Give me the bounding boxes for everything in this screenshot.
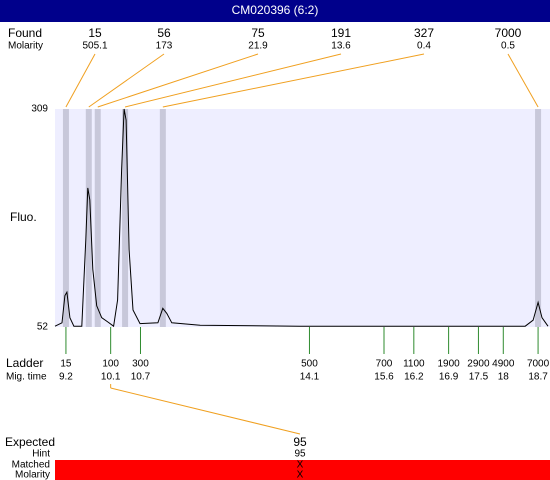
ladder-size: 1900 — [437, 359, 460, 370]
ladder-time: 18.7 — [528, 372, 548, 383]
y-axis-label: Fluo. — [10, 210, 37, 224]
matched-bar — [55, 460, 550, 480]
ladder-size: 7000 — [527, 359, 550, 370]
ladder-size: 2900 — [467, 359, 490, 370]
peak-band — [85, 109, 92, 327]
ladder-time: 16.9 — [439, 372, 459, 383]
peak-band — [122, 109, 129, 327]
peak-size: 191 — [331, 26, 351, 40]
peak-connector — [88, 53, 165, 108]
peak-connector — [162, 53, 425, 108]
ladder-size: 500 — [301, 359, 318, 370]
y-tick-label: 52 — [37, 322, 49, 333]
peak-connector — [124, 53, 342, 108]
peak-band — [94, 109, 101, 327]
ladder-time: 14.1 — [300, 372, 320, 383]
ladder-time: 16.2 — [404, 372, 424, 383]
matched-value: X — [297, 460, 304, 471]
peak-band — [535, 109, 542, 327]
ladder-label: Ladder — [6, 356, 43, 370]
expected-label: Expected — [5, 435, 55, 449]
ladder-time: 9.2 — [59, 372, 73, 383]
ladder-time: 17.5 — [469, 372, 489, 383]
molarity-label: Molarity — [8, 41, 43, 52]
peak-molarity: 21.9 — [248, 41, 268, 52]
title: CM020396 (6:2) — [232, 3, 319, 17]
molarity-value: X — [297, 470, 304, 480]
matched-label: Matched — [12, 460, 50, 471]
ladder-size: 700 — [376, 359, 393, 370]
molarity-row-label: Molarity — [15, 470, 50, 480]
peak-connector — [97, 53, 259, 108]
ladder-size: 1100 — [403, 359, 425, 370]
ladder-time: 15.6 — [374, 372, 394, 383]
ladder-size: 15 — [60, 359, 72, 370]
peak-size: 15 — [88, 26, 102, 40]
hint-label: Hint — [32, 449, 50, 460]
peak-molarity: 0.4 — [417, 41, 431, 52]
title-bar — [0, 0, 550, 22]
peak-connector — [507, 53, 539, 108]
expected-connector — [110, 387, 301, 435]
peak-size: 75 — [251, 26, 265, 40]
ladder-size: 300 — [132, 359, 149, 370]
found-label: Found — [8, 26, 42, 40]
hint-value: 95 — [294, 449, 306, 460]
trace — [54, 108, 549, 328]
peak-band — [62, 109, 69, 327]
mig-time-label: Mig. time — [6, 372, 47, 383]
ladder-time: 18 — [498, 372, 510, 383]
peak-molarity: 505.1 — [82, 41, 107, 52]
peak-size: 56 — [157, 26, 171, 40]
plot-area — [55, 109, 550, 327]
peak-band — [159, 109, 166, 327]
peak-size: 327 — [414, 26, 434, 40]
ladder-size: 100 — [102, 359, 119, 370]
peak-molarity: 13.6 — [331, 41, 351, 52]
y-tick-label: 309 — [31, 104, 48, 115]
peak-size: 7000 — [495, 26, 522, 40]
peak-molarity: 0.5 — [501, 41, 515, 52]
ladder-time: 10.1 — [101, 372, 121, 383]
expected-value: 95 — [293, 435, 307, 449]
ladder-size: 4900 — [492, 359, 515, 370]
peak-molarity: 173 — [156, 41, 173, 52]
peak-connector — [65, 53, 96, 108]
ladder-time: 10.7 — [131, 372, 151, 383]
